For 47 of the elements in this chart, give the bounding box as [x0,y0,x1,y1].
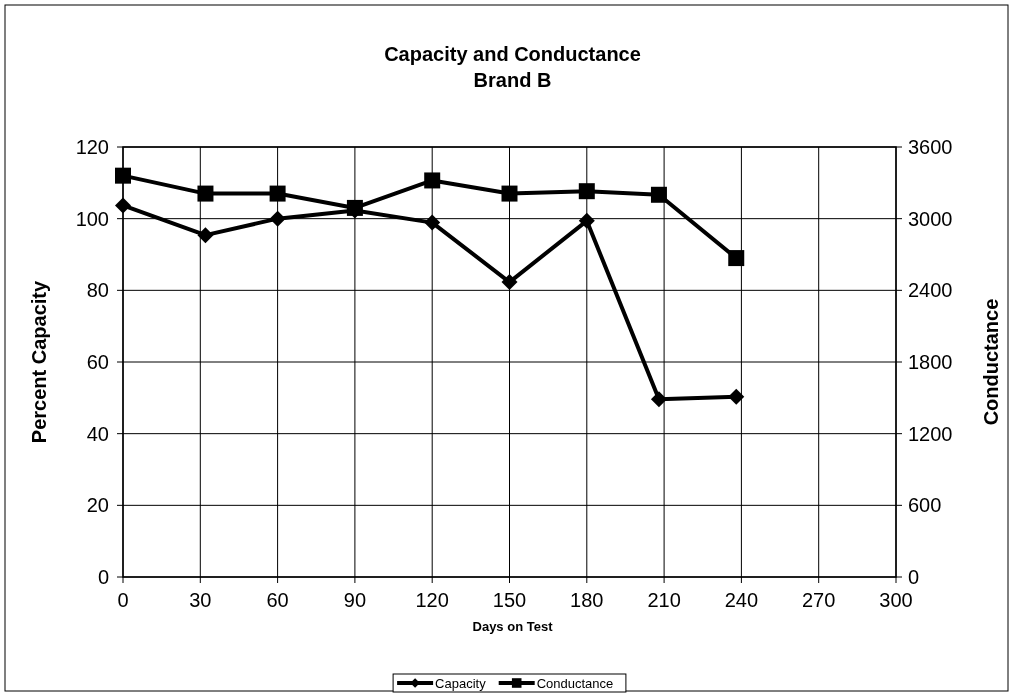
x-tick-label: 240 [724,589,759,611]
point [115,197,131,214]
x-tick-label: 270 [802,589,836,611]
legend-label: Conductance [536,676,614,691]
point [650,186,667,203]
x-tick-label: 120 [415,589,449,611]
y2-tick-label: 0 [908,566,920,588]
point [115,167,131,184]
point [650,391,667,408]
y-tick-label: 40 [86,422,109,445]
point [424,214,441,231]
y-tick-label: 20 [86,494,109,517]
point [424,172,441,189]
point [501,185,518,202]
point [578,212,595,229]
y2-tick-label: 2400 [908,279,953,302]
point [197,227,214,244]
y2-axis-title: Conductance [980,298,1002,426]
x-tick-label: 30 [189,589,212,611]
y2-tick-label: 600 [908,494,942,517]
y-tick-label: 0 [97,566,109,588]
point [728,388,745,405]
y2-tick-label: 1200 [908,422,953,445]
legend-label: Capacity [435,676,487,691]
x-tick-label: 60 [266,589,289,611]
x-axis-title: Days on Test [472,619,554,634]
y-tick-label: 80 [86,279,109,302]
x-tick-label: 210 [647,589,681,611]
y-tick-label: 100 [75,207,109,230]
x-tick-label: 180 [570,589,604,611]
y2-tick-label: 3600 [908,136,953,158]
x-tick-label: 150 [492,589,527,611]
point [197,185,214,202]
point [728,250,745,267]
y2-tick-label: 3000 [908,207,953,230]
chart-title: Capacity and Conductance Brand B [384,43,641,91]
point [501,274,518,291]
x-tick-label: 0 [117,589,129,611]
y-axis-title: Percent Capacity [28,279,50,444]
y-tick-label: 120 [75,136,109,158]
y2-tick-label: 1800 [908,351,953,373]
point [578,183,595,200]
x-tick-label: 90 [343,589,367,611]
point [269,210,286,227]
x-tick-label: 300 [879,589,913,611]
y-tick-label: 60 [86,351,109,373]
point [269,185,286,202]
